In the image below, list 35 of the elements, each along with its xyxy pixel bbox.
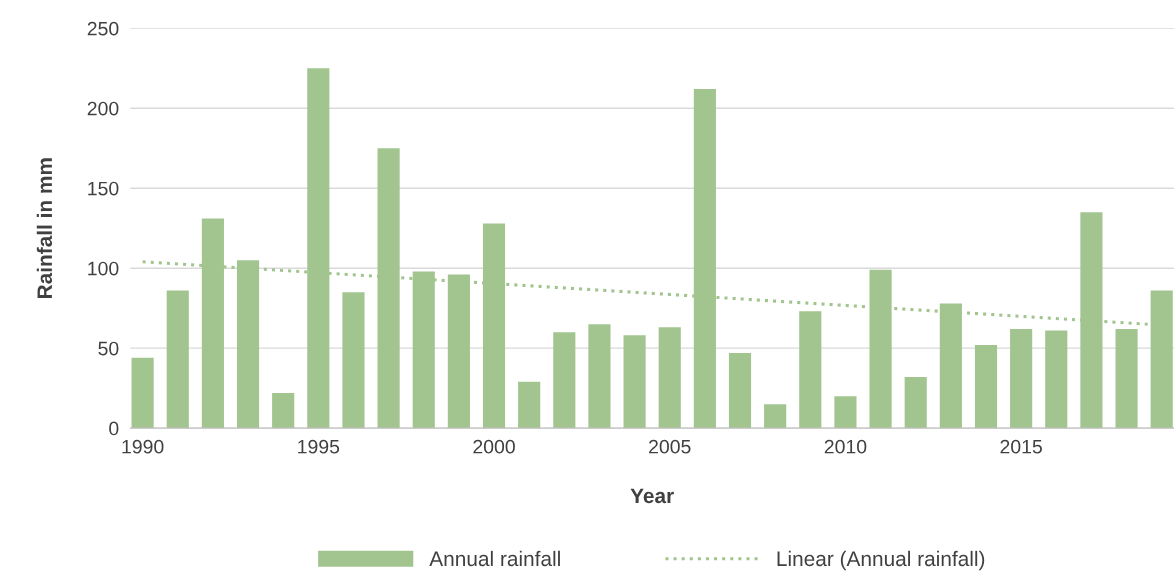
bar xyxy=(553,332,576,429)
bar xyxy=(1150,290,1173,429)
bar xyxy=(272,392,295,429)
bar xyxy=(799,311,822,429)
x-tick-label: 2010 xyxy=(824,439,867,454)
bar xyxy=(1045,330,1068,429)
bar xyxy=(904,376,927,429)
legend-label: Linear (Annual rainfall) xyxy=(777,550,985,571)
bar xyxy=(588,324,611,429)
bar xyxy=(1010,328,1033,429)
x-tick-label: 1990 xyxy=(122,439,164,454)
bar xyxy=(974,344,998,429)
y-tick-label: 150 xyxy=(88,181,119,196)
bar xyxy=(518,381,541,429)
x-axis-title: Year xyxy=(630,488,674,504)
x-tick-label: 2005 xyxy=(649,439,691,454)
bar xyxy=(623,335,646,429)
bar xyxy=(342,292,365,429)
bar xyxy=(131,357,154,429)
y-axis-title: Rainfall in mm xyxy=(36,158,53,298)
x-tick-label: 2000 xyxy=(473,439,515,454)
bar xyxy=(764,404,787,429)
y-tick-label: 200 xyxy=(87,101,119,116)
bar xyxy=(834,396,857,429)
x-tick-label: 2015 xyxy=(1000,439,1042,454)
y-tick-label: 250 xyxy=(87,21,119,36)
y-tick-label: 50 xyxy=(98,341,119,356)
bar xyxy=(728,352,752,429)
bar xyxy=(1115,328,1138,429)
bar xyxy=(166,290,189,429)
bar xyxy=(658,327,681,429)
y-tick-label: 100 xyxy=(88,261,119,276)
y-tick-label: 0 xyxy=(109,421,119,436)
legend-label: Annual rainfall xyxy=(429,550,560,567)
x-tick-label: 1995 xyxy=(298,439,340,454)
